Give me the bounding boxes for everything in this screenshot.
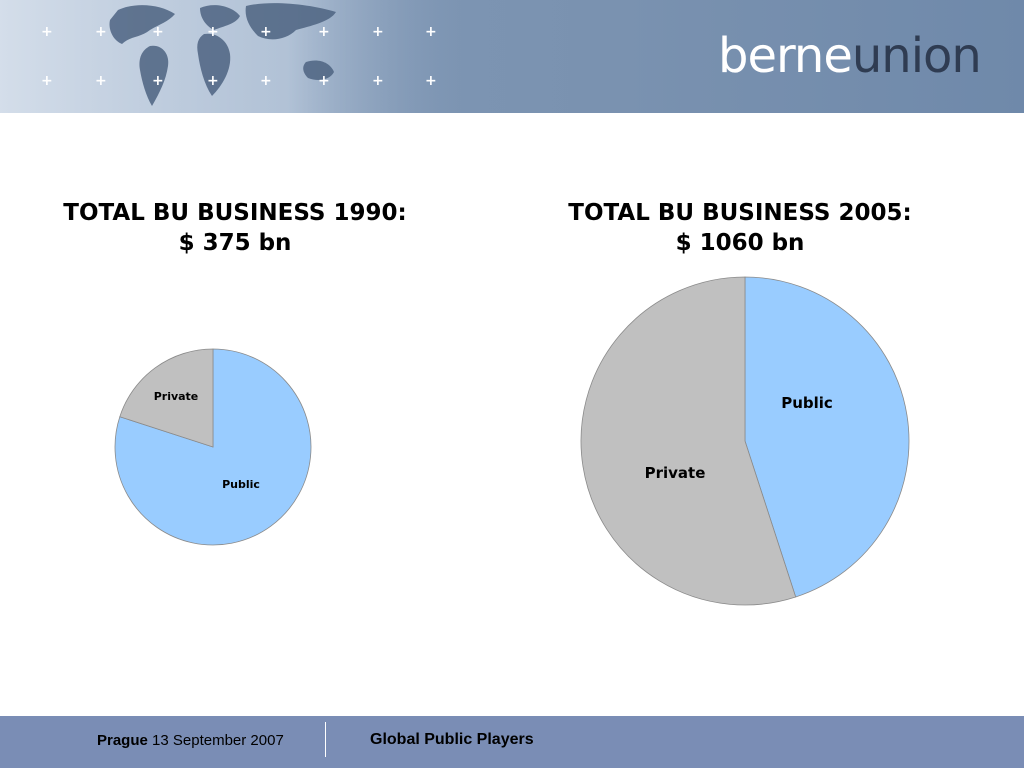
chart-title-2005-line1: TOTAL BU BUSINESS 2005: (568, 200, 912, 226)
pie-slice-private (119, 348, 214, 448)
chart-subtitle-1990: $ 375 bn (178, 230, 292, 256)
plus-icon: + (152, 73, 164, 89)
footer-date: 13 September 2007 (152, 732, 284, 749)
pie-slice-private (580, 276, 797, 606)
plus-icon: + (318, 73, 330, 89)
pie-label-public: Public (781, 394, 833, 412)
footer-presentation-title: Global Public Players (370, 731, 534, 748)
chart-title-2005: TOTAL BU BUSINESS 2005: $ 1060 bn (530, 198, 950, 258)
plus-icon: + (372, 24, 384, 40)
plus-icon: + (95, 73, 107, 89)
plus-pattern: + + + + + + + + + + + + + + + + (0, 0, 480, 113)
plus-icon: + (425, 24, 437, 40)
chart-subtitle-2005: $ 1060 bn (675, 230, 805, 256)
chart-title-1990: TOTAL BU BUSINESS 1990: $ 375 bn (20, 198, 450, 258)
footer-divider (325, 722, 326, 757)
plus-icon: + (207, 73, 219, 89)
footer-bar (0, 716, 1024, 768)
plus-icon: + (318, 24, 330, 40)
chart-title-1990-line1: TOTAL BU BUSINESS 1990: (63, 200, 407, 226)
plus-icon: + (95, 24, 107, 40)
plus-icon: + (260, 73, 272, 89)
plus-icon: + (152, 24, 164, 40)
pie-label-private: Private (645, 464, 706, 482)
pie-label-public: Public (222, 478, 260, 491)
plus-icon: + (41, 73, 53, 89)
logo-part-berne: berne (718, 28, 853, 84)
header-banner: + + + + + + + + + + + + + + + + berneunion (0, 0, 1024, 113)
footer-city: Prague (97, 732, 148, 749)
world-map-icon (0, 0, 480, 113)
berneunion-logo: berneunion (718, 28, 982, 84)
logo-part-union: union (851, 28, 982, 84)
pie-label-private: Private (154, 390, 199, 403)
pie-slice-public (114, 348, 312, 546)
plus-icon: + (260, 24, 272, 40)
plus-icon: + (372, 73, 384, 89)
pie-slice-public (744, 276, 910, 598)
plus-icon: + (207, 24, 219, 40)
plus-icon: + (425, 73, 437, 89)
footer-location-date: Prague 13 September 2007 (97, 732, 284, 749)
plus-icon: + (41, 24, 53, 40)
